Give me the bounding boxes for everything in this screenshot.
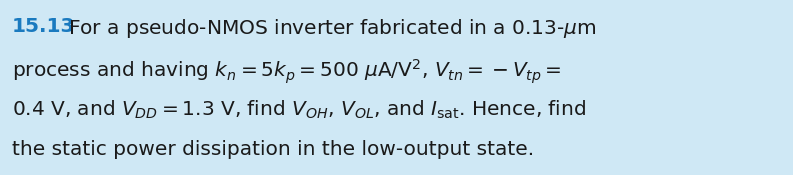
- Text: the static power dissipation in the low-output state.: the static power dissipation in the low-…: [12, 140, 534, 159]
- Text: 0.4 V, and $V_{DD} = 1.3$ V, find $V_{OH}$, $V_{OL}$, and $I_{\mathrm{sat}}$. He: 0.4 V, and $V_{DD} = 1.3$ V, find $V_{OH…: [12, 99, 586, 121]
- Text: process and having $k_n = 5k_p = 500\ \mu\mathrm{A/V}^2$, $V_{tn} = -V_{tp} =$: process and having $k_n = 5k_p = 500\ \m…: [12, 58, 561, 86]
- Text: 15.13: 15.13: [12, 17, 75, 36]
- Text: For a pseudo-NMOS inverter fabricated in a 0.13-$\mu$m: For a pseudo-NMOS inverter fabricated in…: [68, 17, 596, 40]
